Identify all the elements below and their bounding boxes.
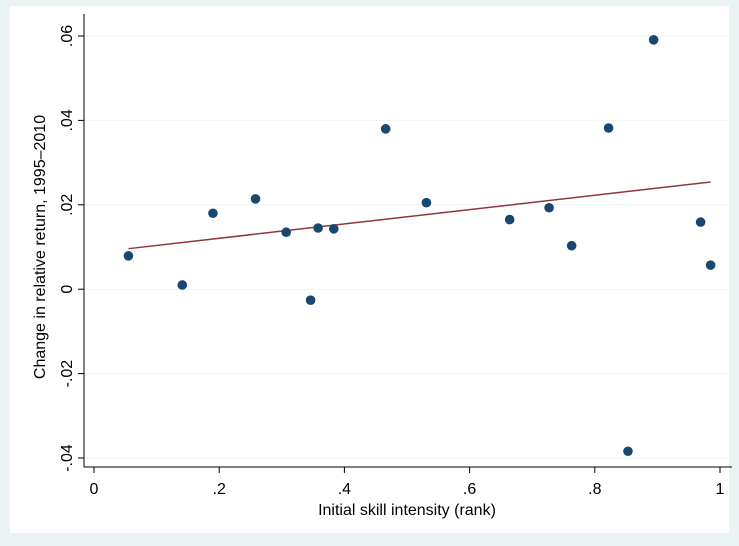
x-tick-label: .2	[213, 481, 226, 498]
data-point	[705, 260, 716, 270]
y-tick-label: 0	[59, 285, 76, 294]
data-point	[566, 240, 577, 251]
data-point	[695, 217, 706, 227]
data-point	[208, 208, 218, 219]
outer-panel	[10, 6, 729, 533]
data-point	[380, 124, 391, 134]
data-point	[504, 214, 515, 225]
data-series	[123, 34, 716, 457]
x-tick-label: .6	[463, 481, 476, 498]
y-tick-label: .06	[59, 25, 76, 47]
axes	[83, 14, 732, 468]
data-point	[648, 34, 659, 45]
data-point	[305, 295, 316, 305]
y-tick-label: -.04	[59, 444, 76, 472]
ticks: -.04 -.02 0 .02 .04 .06 0 .2 .4 .6 .8 1	[59, 25, 725, 498]
y-axis-label: Change in relative return, 1995–2010	[32, 115, 49, 379]
y-tick-label: -.02	[59, 360, 76, 388]
x-axis-label: Initial skill intensity (rank)	[318, 502, 496, 519]
fitted-line	[128, 181, 711, 250]
x-tick-label: 1	[716, 481, 725, 498]
data-point	[281, 227, 291, 238]
data-point	[123, 251, 134, 261]
y-tick-label: .02	[59, 194, 76, 216]
x-tick-label: .8	[588, 481, 601, 498]
x-tick-label: .4	[338, 481, 351, 498]
data-point	[328, 224, 339, 234]
data-point	[421, 197, 432, 208]
data-point	[544, 202, 554, 213]
data-point	[603, 123, 614, 133]
data-point	[623, 446, 633, 457]
data-point	[250, 194, 261, 204]
data-point	[313, 223, 323, 233]
gridlines	[84, 35, 732, 459]
x-tick-label: 0	[90, 481, 99, 498]
y-tick-label: .04	[59, 109, 76, 131]
data-point	[177, 280, 188, 290]
